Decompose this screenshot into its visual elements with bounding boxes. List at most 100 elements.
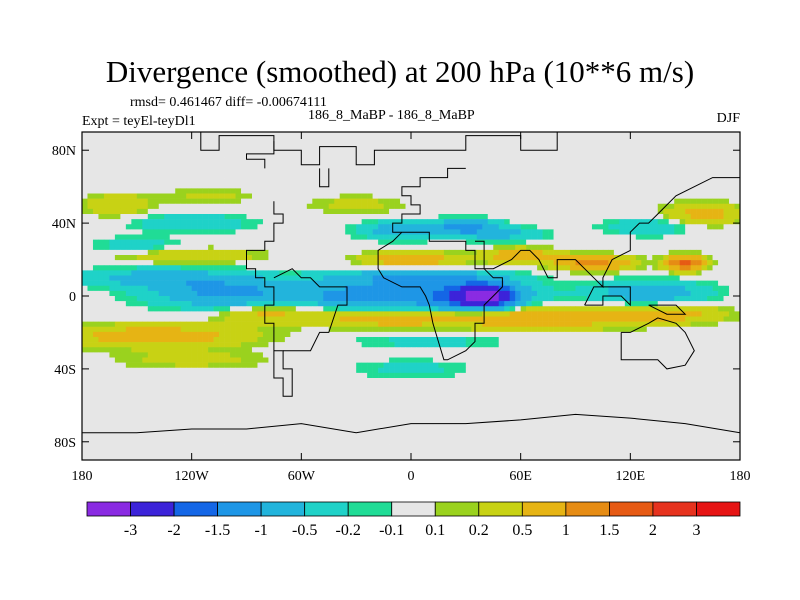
field-cell bbox=[707, 326, 713, 333]
field-cell bbox=[553, 331, 560, 338]
field-cell bbox=[504, 188, 510, 194]
field-cell bbox=[421, 249, 428, 256]
field-cell bbox=[498, 162, 505, 169]
field-cell bbox=[641, 285, 648, 292]
field-cell bbox=[361, 214, 368, 220]
field-cell bbox=[421, 167, 428, 174]
field-cell bbox=[125, 167, 132, 174]
field-cell bbox=[334, 321, 341, 328]
field-cell bbox=[487, 229, 494, 235]
field-cell bbox=[646, 331, 653, 338]
field-cell bbox=[465, 183, 472, 189]
field-cell bbox=[493, 198, 500, 205]
field-cell bbox=[279, 162, 286, 169]
field-cell bbox=[613, 214, 620, 220]
field-cell bbox=[646, 147, 653, 153]
field-cell bbox=[443, 178, 450, 184]
field-cell bbox=[559, 290, 565, 297]
field-cell bbox=[520, 285, 527, 292]
field-cell bbox=[586, 224, 593, 230]
field-cell bbox=[219, 178, 225, 184]
field-cell bbox=[241, 326, 247, 333]
field-cell bbox=[509, 162, 516, 169]
field-cell bbox=[224, 275, 231, 281]
field-cell bbox=[548, 188, 554, 194]
field-cell bbox=[136, 321, 143, 328]
field-cell bbox=[559, 183, 565, 189]
field-cell bbox=[103, 296, 110, 302]
field-cell bbox=[701, 229, 708, 235]
field-cell bbox=[520, 178, 527, 184]
field-cell bbox=[186, 224, 192, 230]
field-cell bbox=[87, 157, 94, 164]
field-cell bbox=[493, 214, 500, 220]
field-cell bbox=[520, 173, 527, 179]
field-cell bbox=[443, 326, 450, 333]
field-cell bbox=[103, 260, 110, 266]
field-cell bbox=[537, 270, 543, 276]
field-cell bbox=[109, 178, 116, 184]
field-cell bbox=[109, 337, 116, 343]
field-cell bbox=[674, 290, 680, 297]
field-cell bbox=[487, 321, 494, 328]
field-cell bbox=[734, 306, 741, 312]
field-cell bbox=[180, 147, 187, 153]
field-cell bbox=[696, 188, 702, 194]
field-cell bbox=[378, 239, 384, 246]
field-cell bbox=[334, 311, 341, 317]
field-cell bbox=[471, 270, 478, 276]
field-cell bbox=[268, 337, 275, 343]
field-cell bbox=[712, 285, 719, 292]
field-cell bbox=[273, 152, 280, 158]
field-cell bbox=[389, 137, 395, 143]
field-cell bbox=[268, 173, 275, 179]
field-cell bbox=[487, 137, 494, 143]
field-cell bbox=[416, 337, 423, 343]
field-cell bbox=[613, 219, 620, 225]
field-cell bbox=[169, 229, 176, 235]
field-cell bbox=[723, 167, 730, 174]
field-cell bbox=[224, 301, 231, 307]
field-cell bbox=[378, 167, 384, 174]
field-cell bbox=[246, 132, 253, 138]
field-cell bbox=[564, 137, 571, 143]
field-cell bbox=[443, 331, 450, 338]
field-cell bbox=[679, 249, 686, 256]
field-cell bbox=[718, 280, 724, 287]
field-cell bbox=[652, 306, 659, 312]
field-cell bbox=[175, 132, 181, 138]
field-cell bbox=[471, 275, 478, 281]
field-cell bbox=[361, 198, 368, 205]
field-cell bbox=[427, 229, 434, 235]
field-cell bbox=[537, 306, 543, 312]
field-cell bbox=[465, 193, 472, 199]
field-cell bbox=[482, 132, 489, 138]
field-cell bbox=[389, 178, 395, 184]
field-cell bbox=[262, 306, 269, 312]
field-cell bbox=[548, 157, 554, 164]
field-cell bbox=[186, 285, 192, 292]
field-cell bbox=[131, 137, 138, 143]
field-cell bbox=[158, 229, 165, 235]
field-cell bbox=[383, 270, 390, 276]
field-cell bbox=[674, 167, 680, 174]
field-cell bbox=[191, 316, 198, 322]
field-cell bbox=[685, 157, 691, 164]
field-cell bbox=[120, 137, 127, 143]
field-cell bbox=[734, 326, 741, 333]
field-cell bbox=[432, 249, 439, 256]
field-cell bbox=[235, 137, 242, 143]
field-cell bbox=[224, 157, 231, 164]
field-cell bbox=[230, 249, 236, 256]
field-cell bbox=[624, 337, 631, 343]
field-cell bbox=[597, 265, 604, 271]
field-cell bbox=[465, 265, 472, 271]
field-cell bbox=[531, 224, 538, 230]
field-cell bbox=[389, 214, 395, 220]
field-cell bbox=[367, 301, 373, 307]
field-cell bbox=[98, 331, 105, 338]
field-cell bbox=[109, 249, 116, 256]
field-cell bbox=[646, 255, 653, 261]
field-cell bbox=[460, 316, 467, 322]
field-cell bbox=[295, 255, 302, 261]
